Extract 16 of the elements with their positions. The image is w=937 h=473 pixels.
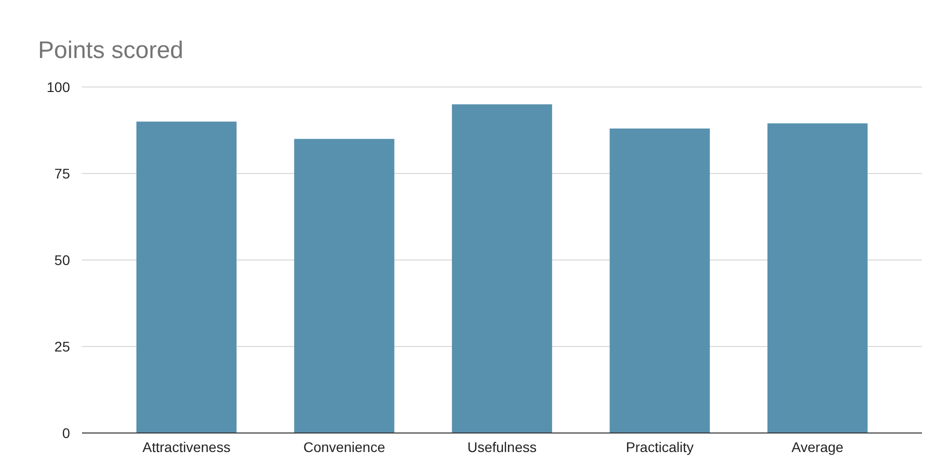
y-tick-label: 0 bbox=[62, 424, 70, 441]
x-tick-label: Usefulness bbox=[467, 439, 537, 455]
y-tick-label: 75 bbox=[54, 165, 70, 182]
y-tick-label: 50 bbox=[54, 252, 70, 268]
bar bbox=[767, 123, 868, 433]
bar bbox=[294, 138, 394, 433]
x-tick-label: Average bbox=[792, 439, 844, 455]
y-tick-label: 25 bbox=[54, 338, 70, 354]
bar bbox=[610, 128, 710, 433]
chart-title: Points scored bbox=[38, 37, 184, 64]
x-tick-label: Attractiveness bbox=[142, 439, 230, 455]
x-tick-label: Practicality bbox=[626, 439, 694, 455]
bar bbox=[452, 104, 552, 433]
x-tick-label: Convenience bbox=[303, 439, 386, 455]
y-tick-label: 100 bbox=[46, 78, 70, 95]
bar bbox=[136, 122, 237, 433]
